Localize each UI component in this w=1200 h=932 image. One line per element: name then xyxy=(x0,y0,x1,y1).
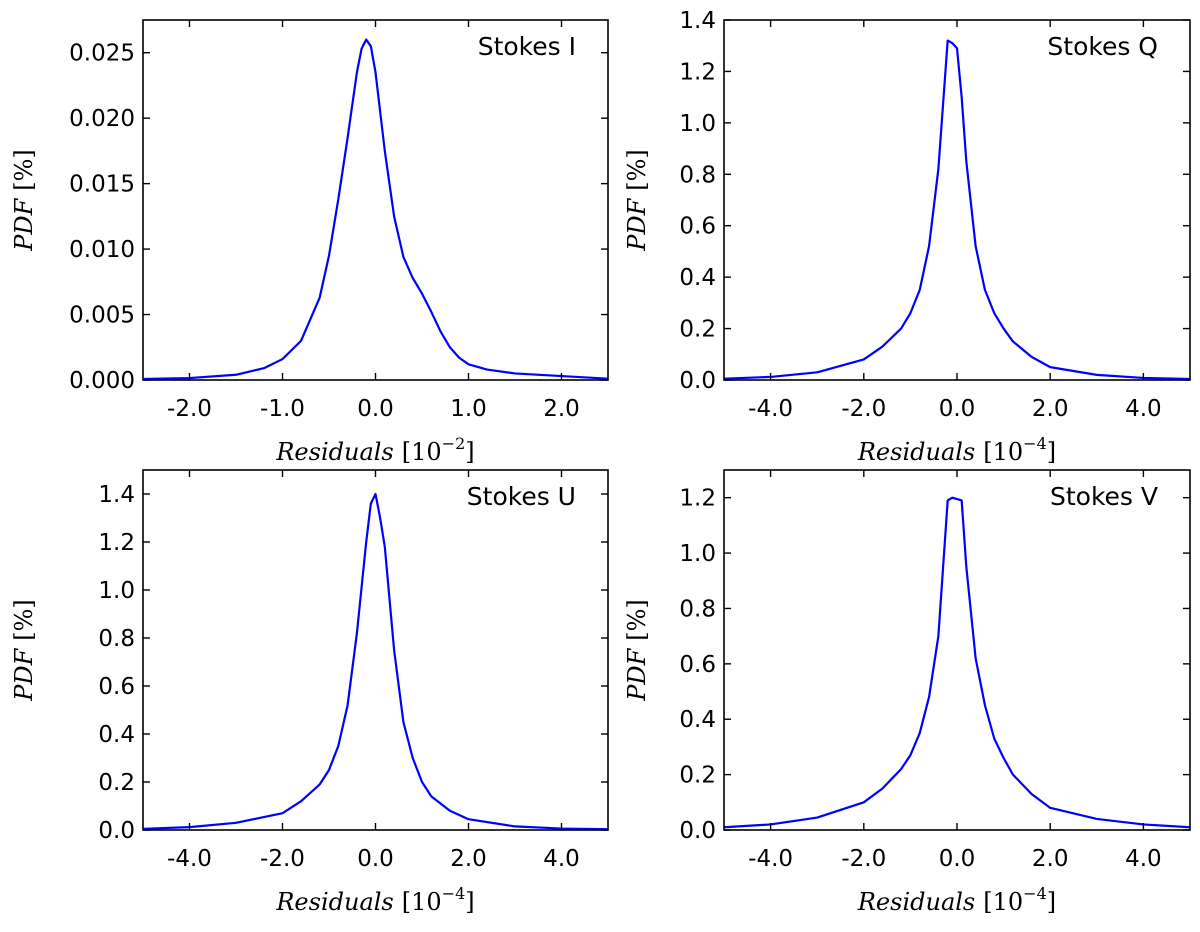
y-axis-label-base: PDF xyxy=(10,647,38,701)
y-tick-label: 0.8 xyxy=(679,162,716,188)
x-tick-label: 2.0 xyxy=(543,396,580,422)
stokes-q-pdf-curve xyxy=(724,39,1190,380)
y-axis-label-unit: [%] xyxy=(623,599,651,641)
x-tick-label: -2.0 xyxy=(260,846,305,872)
y-tick-label: 0.4 xyxy=(679,265,716,291)
x-tick-label: 0.0 xyxy=(357,846,394,872)
stokes-u-y-axis-label: PDF [%] xyxy=(10,599,38,702)
y-tick-label: 0.0 xyxy=(679,368,716,394)
y-tick-label: 0.015 xyxy=(69,172,135,198)
x-axis-label-exponent: −4 xyxy=(442,884,466,903)
x-axis-label-exponent: −4 xyxy=(1023,884,1047,903)
y-tick-label: 0.2 xyxy=(679,763,716,789)
stokes-u-x-axis-label: Residuals [10−4] xyxy=(275,884,474,916)
x-tick-label: 4.0 xyxy=(1125,396,1162,422)
x-tick-label: 4.0 xyxy=(543,846,580,872)
y-tick-label: 1.0 xyxy=(679,541,716,567)
stokes-i-y-axis-label: PDF [%] xyxy=(10,149,38,252)
x-tick-label: -4.0 xyxy=(167,846,212,872)
x-tick-label: 2.0 xyxy=(450,846,487,872)
y-tick-label: 0.2 xyxy=(679,317,716,343)
y-tick-label: 0.020 xyxy=(69,106,135,132)
x-tick-label: 0.0 xyxy=(939,396,976,422)
x-axis-label-unit: [10 xyxy=(983,438,1023,466)
y-tick-label: 0.005 xyxy=(69,303,135,329)
x-axis-label-base: Residuals xyxy=(275,438,393,466)
panel-stokes-i: -2.0 -1.0 0.0 1.0 2.0 0.000 0.005 0.010 0.015 0.0… xyxy=(10,19,609,466)
y-tick-label: 0.025 xyxy=(69,41,135,67)
stokes-i-x-axis-label: Residuals [10−2] xyxy=(275,434,474,466)
y-tick-label: 1.4 xyxy=(679,8,716,34)
x-tick-label: 1.0 xyxy=(450,396,487,422)
x-tick-label: 0.0 xyxy=(357,396,394,422)
stokes-i-pdf-curve xyxy=(143,38,608,380)
y-axis-label-unit: [%] xyxy=(10,149,38,191)
stokes-v-title: Stokes V xyxy=(1050,482,1158,511)
x-tick-label: -2.0 xyxy=(167,396,212,422)
x-axis-label-exponent: −2 xyxy=(442,434,466,453)
x-tick-label: 0.0 xyxy=(939,846,976,872)
y-tick-label: 0.2 xyxy=(98,770,135,796)
y-tick-label: 0.6 xyxy=(679,652,716,678)
x-tick-label: 4.0 xyxy=(1125,846,1162,872)
x-tick-label: -4.0 xyxy=(748,396,793,422)
x-tick-label: 2.0 xyxy=(1032,846,1069,872)
y-tick-label: 0.000 xyxy=(69,368,135,394)
stokes-v-axes-frame xyxy=(723,469,1191,831)
x-tick-label: 2.0 xyxy=(1032,396,1069,422)
stokes-v-pdf-curve xyxy=(724,496,1190,829)
x-axis-label-close: ] xyxy=(465,438,474,466)
panel-stokes-u: -4.0 -2.0 0.0 2.0 4.0 0.0 0.2 0.4 0.6 0.8 1.0 1.2 1.… xyxy=(10,469,609,916)
y-tick-label: 1.0 xyxy=(98,578,135,604)
x-axis-label-close: ] xyxy=(1047,438,1056,466)
x-axis-label-base: Residuals xyxy=(857,888,975,916)
stokes-q-x-axis-label: Residuals [10−4] xyxy=(857,434,1056,466)
stokes-u-pdf-curve xyxy=(143,492,608,830)
x-axis-label-exponent: −4 xyxy=(1023,434,1047,453)
stokes-i-title: Stokes I xyxy=(478,32,576,61)
y-tick-label: 0.010 xyxy=(69,237,135,263)
stokes-v-x-axis-label: Residuals [10−4] xyxy=(857,884,1056,916)
panel-stokes-q: -4.0 -2.0 0.0 2.0 4.0 0.0 0.2 0.4 0.6 0.8 1.0 1.2 1.… xyxy=(623,8,1191,466)
y-tick-label: 1.2 xyxy=(679,486,716,512)
stokes-u-axes-frame xyxy=(142,469,609,831)
y-tick-label: 0.4 xyxy=(679,707,716,733)
x-axis-label-unit: [10 xyxy=(402,888,442,916)
stokes-q-y-axis-label: PDF [%] xyxy=(623,149,651,252)
y-tick-label: 0.8 xyxy=(679,596,716,622)
x-axis-label-close: ] xyxy=(465,888,474,916)
y-tick-label: 0.6 xyxy=(98,674,135,700)
y-tick-label: 0.6 xyxy=(679,214,716,240)
x-tick-label: -1.0 xyxy=(260,396,305,422)
x-axis-label-base: Residuals xyxy=(275,888,393,916)
stokes-q-title: Stokes Q xyxy=(1047,32,1158,61)
x-axis-label-close: ] xyxy=(1047,888,1056,916)
y-axis-label-base: PDF xyxy=(10,197,38,251)
y-tick-label: 0.8 xyxy=(98,626,135,652)
stokes-u-title: Stokes U xyxy=(467,482,576,511)
x-tick-label: -2.0 xyxy=(841,846,886,872)
y-axis-label-base: PDF xyxy=(623,197,651,251)
stokes-q-axes-frame xyxy=(723,19,1191,381)
y-tick-label: 1.4 xyxy=(98,482,135,508)
x-axis-label-unit: [10 xyxy=(402,438,442,466)
y-axis-label-unit: [%] xyxy=(623,149,651,191)
y-tick-label: 0.4 xyxy=(98,722,135,748)
y-axis-label-unit: [%] xyxy=(10,599,38,641)
panel-stokes-v: -4.0 -2.0 0.0 2.0 4.0 0.0 0.2 0.4 0.6 0.8 1.0 1.2 St… xyxy=(623,469,1191,916)
x-axis-label-unit: [10 xyxy=(983,888,1023,916)
x-tick-label: -4.0 xyxy=(748,846,793,872)
x-tick-label: -2.0 xyxy=(841,396,886,422)
x-axis-label-base: Residuals xyxy=(857,438,975,466)
stokes-v-y-axis-label: PDF [%] xyxy=(623,599,651,702)
y-tick-label: 1.2 xyxy=(679,59,716,85)
y-axis-label-base: PDF xyxy=(623,647,651,701)
y-tick-label: 0.0 xyxy=(679,818,716,844)
y-tick-label: 1.0 xyxy=(679,111,716,137)
y-tick-label: 1.2 xyxy=(98,530,135,556)
y-tick-label: 0.0 xyxy=(98,818,135,844)
